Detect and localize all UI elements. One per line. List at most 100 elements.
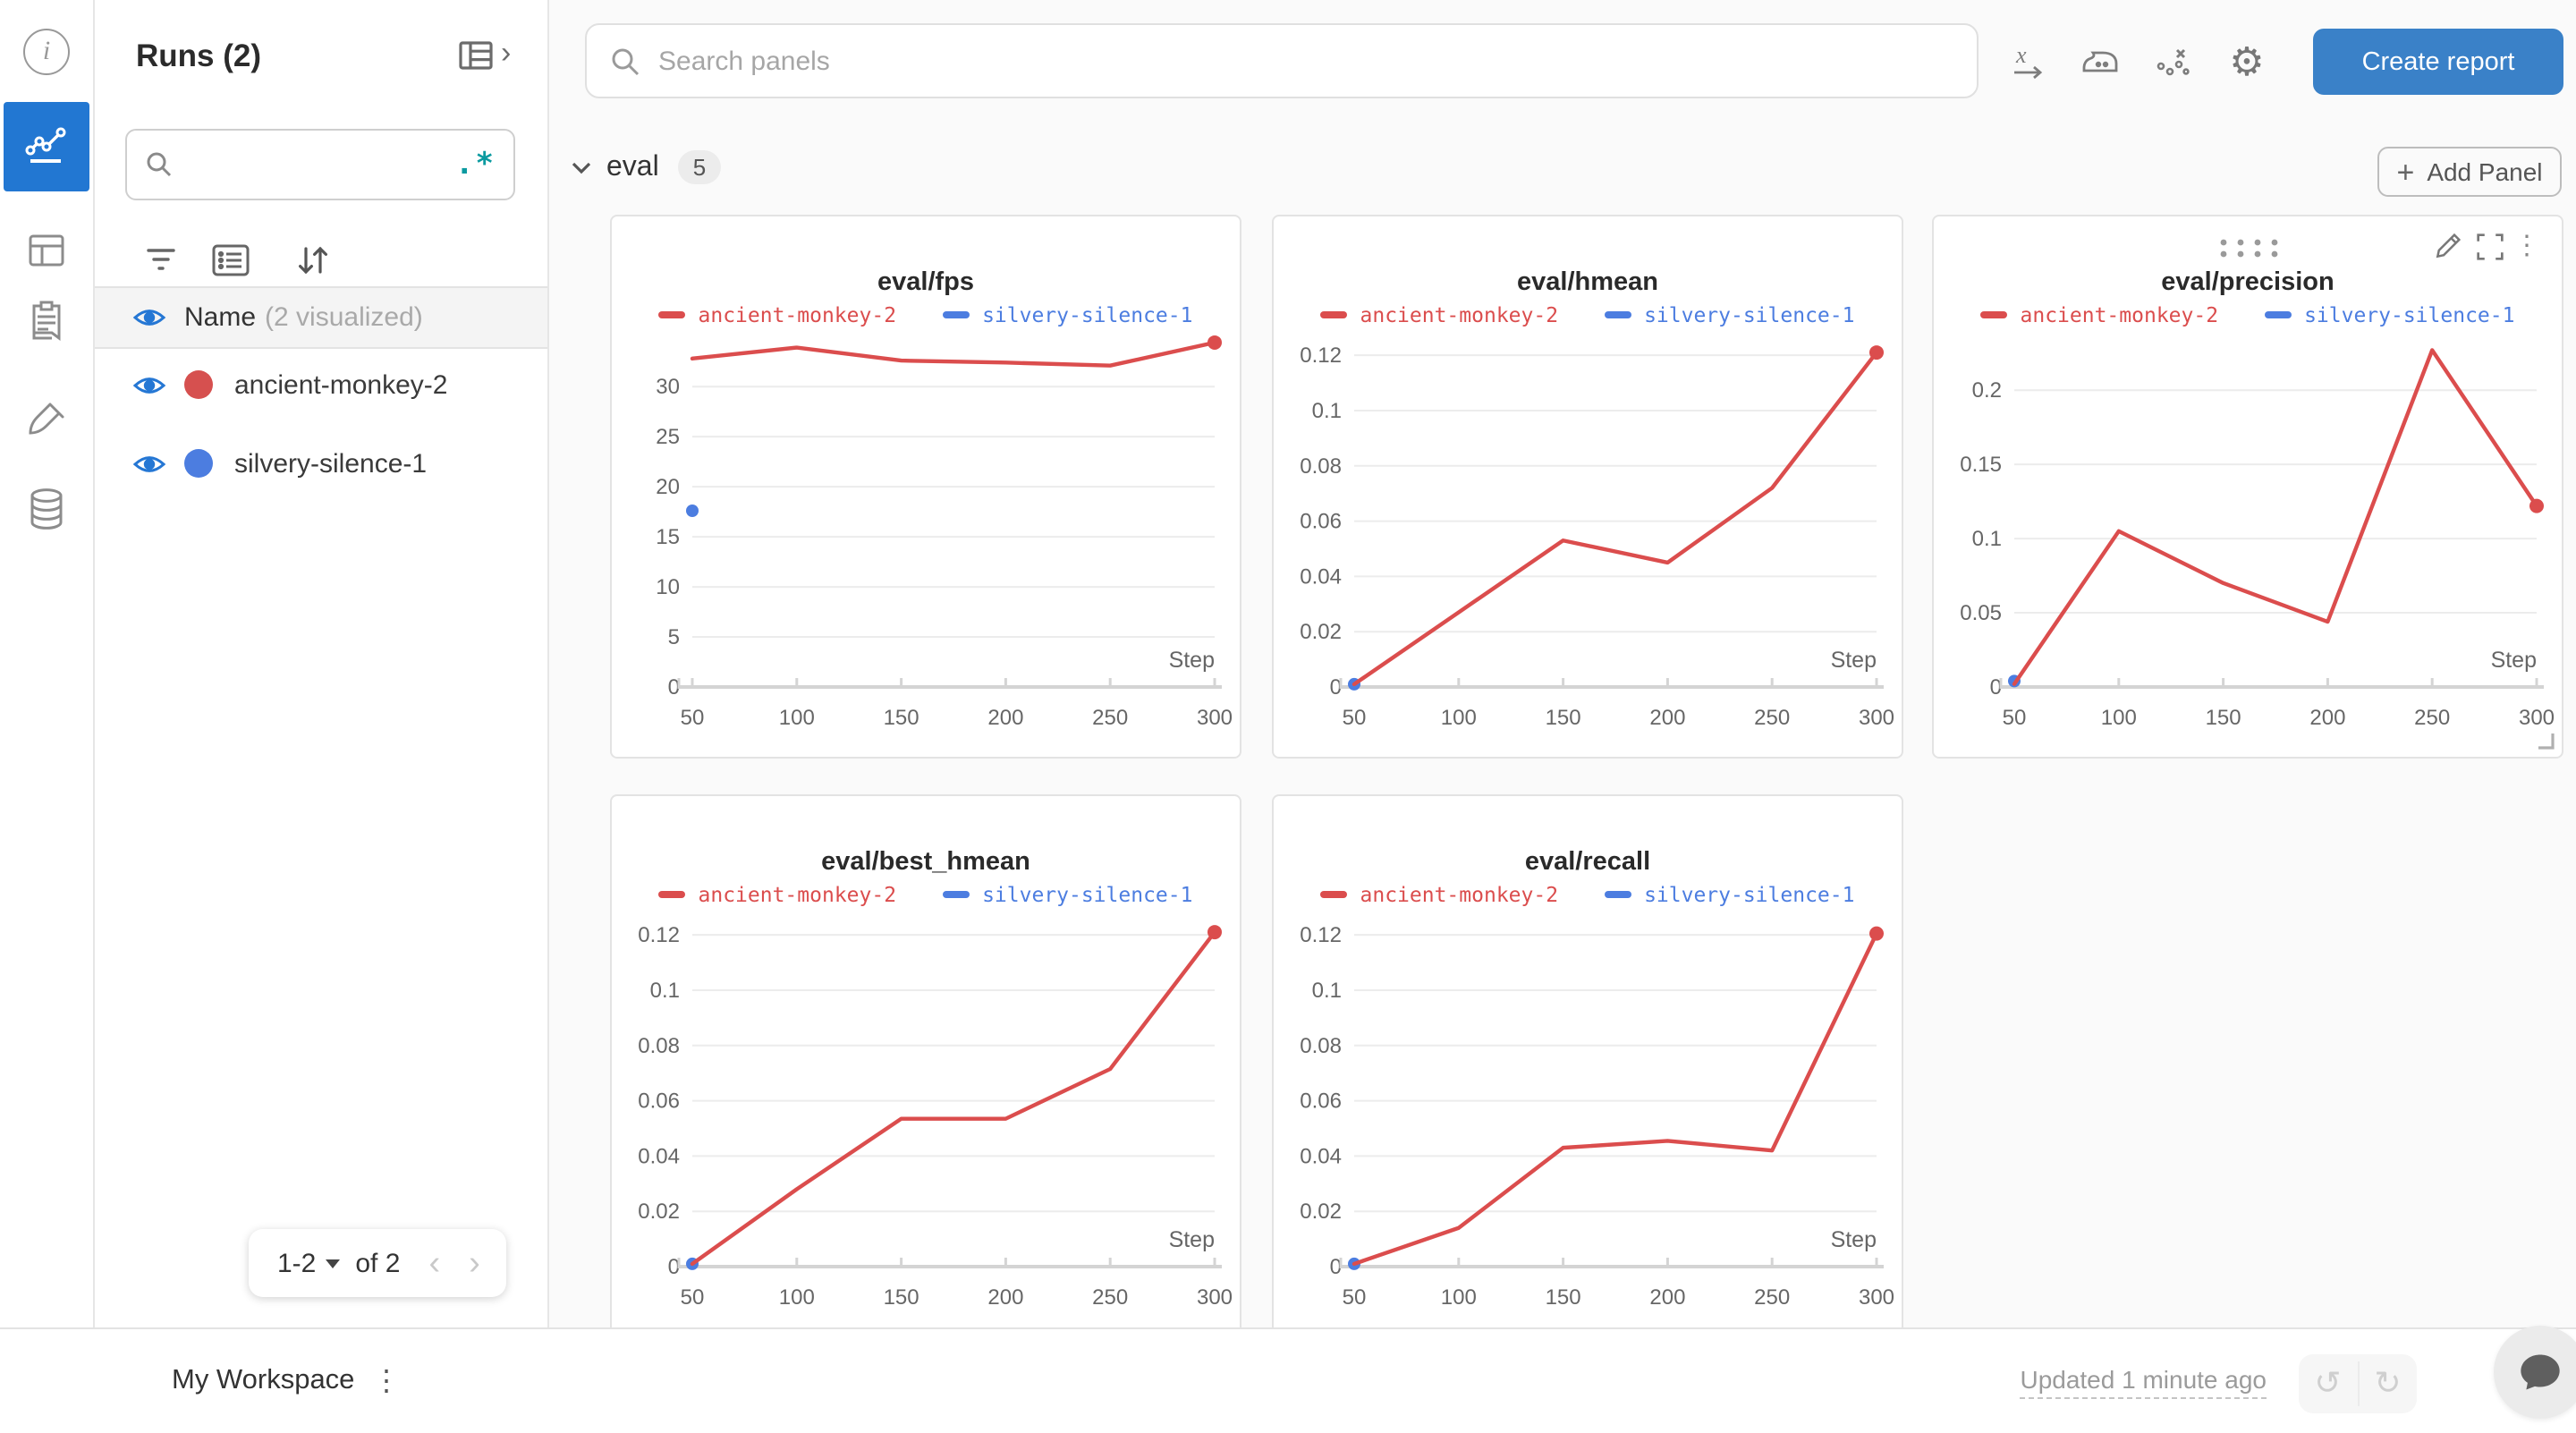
help-chat-button[interactable] [2494, 1326, 2576, 1419]
runs-search-box[interactable]: .* [125, 129, 515, 200]
smoothing-iron-icon[interactable] [2073, 36, 2127, 89]
chart-panel[interactable]: 0 0.02 0.04 0.06 0.08 0.1 0.12 50 100 150 200 250 30… [1272, 794, 1903, 1338]
eval-section-header[interactable]: eval 5 [571, 150, 721, 184]
chart-panel[interactable]: 0 5 10 15 20 25 30 50 100 150 200 250 300 Step eval/f… [610, 215, 1241, 759]
run-name[interactable]: silvery-silence-1 [234, 448, 428, 479]
svg-text:0.06: 0.06 [638, 1090, 680, 1114]
line-chart-icon [25, 127, 66, 163]
section-chevron-down-icon[interactable] [571, 160, 592, 174]
plus-icon: + [2396, 155, 2415, 189]
svg-text:x: x [2015, 43, 2027, 68]
chart-plot[interactable]: 0 0.02 0.04 0.06 0.08 0.1 0.12 50 100 150 200 250 30… [1274, 216, 1905, 760]
brush-icon[interactable] [0, 395, 93, 442]
x-axis-settings-icon[interactable]: x [2002, 36, 2055, 89]
run-row-ancient-monkey-2[interactable]: ancient-monkey-2 [93, 352, 547, 417]
legend-run-name: silvery-silence-1 [982, 882, 1193, 907]
runs-search-input[interactable] [184, 148, 456, 181]
undo-icon[interactable]: ↺ [2314, 1365, 2342, 1401]
svg-text:0.1: 0.1 [1312, 979, 1342, 1003]
runs-name-header[interactable]: Name (2 visualized) [93, 286, 547, 349]
svg-text:50: 50 [1343, 706, 1367, 730]
legend-entry[interactable]: silvery-silence-1 [943, 882, 1192, 907]
panels-table-icon[interactable] [0, 229, 93, 272]
page-range[interactable]: 1-2 [277, 1248, 317, 1278]
svg-text:0.15: 0.15 [1960, 453, 2002, 477]
bottom-bar: My Workspace ⋮ Updated 1 minute ago ↺ ↻ [0, 1326, 2576, 1433]
list-settings-icon[interactable] [211, 243, 250, 286]
svg-text:0.06: 0.06 [1300, 510, 1342, 534]
run-row-silvery-silence-1[interactable]: silvery-silence-1 [93, 431, 547, 496]
divider [2357, 1361, 2359, 1406]
workspace-charts-tab-selected[interactable] [4, 102, 89, 191]
visibility-eye-icon[interactable] [132, 452, 166, 475]
panel-resize-handle-icon[interactable] [2535, 730, 2556, 751]
regex-toggle-icon[interactable]: .* [455, 147, 496, 182]
chart-panel[interactable]: 0 0.02 0.04 0.06 0.08 0.1 0.12 50 100 150 200 250 30… [1272, 215, 1903, 759]
chart-plot[interactable]: 0 0.05 0.1 0.15 0.2 50 100 150 200 250 300 Step [1934, 216, 2565, 760]
runs-sidebar: Runs (2) › .* [93, 0, 549, 1327]
svg-text:100: 100 [1441, 1285, 1477, 1310]
panel-drag-handle-icon[interactable] [2214, 236, 2282, 259]
legend-dash-icon [1980, 311, 2008, 318]
legend-entry[interactable]: silvery-silence-1 [943, 302, 1192, 327]
legend-entry[interactable]: silvery-silence-1 [1605, 882, 1854, 907]
run-name[interactable]: ancient-monkey-2 [234, 369, 448, 400]
svg-text:Step: Step [1169, 648, 1215, 673]
svg-text:300: 300 [1197, 1285, 1233, 1310]
prev-page-icon[interactable]: ‹ [428, 1244, 441, 1282]
legend-entry[interactable]: ancient-monkey-2 [1980, 302, 2218, 327]
run-color-dot[interactable] [184, 370, 213, 399]
svg-text:50: 50 [681, 1285, 705, 1310]
panel-search-input[interactable] [655, 44, 1977, 78]
svg-text:0: 0 [668, 675, 680, 700]
legend-entry[interactable]: ancient-monkey-2 [658, 882, 897, 907]
redo-icon[interactable]: ↻ [2374, 1365, 2402, 1401]
svg-text:250: 250 [1754, 1285, 1790, 1310]
legend-entry[interactable]: silvery-silence-1 [1605, 302, 1854, 327]
filter-funnel-icon[interactable] [143, 243, 179, 284]
legend-run-name: ancient-monkey-2 [698, 302, 897, 327]
visibility-eye-icon[interactable] [132, 306, 166, 329]
add-panel-button[interactable]: + Add Panel [2377, 147, 2562, 197]
clipboard-icon[interactable] [0, 297, 93, 343]
chart-title: eval/precision [2161, 268, 2334, 297]
section-label[interactable]: eval [606, 151, 659, 182]
workspace-menu-kebab-icon[interactable]: ⋮ [372, 1367, 401, 1397]
chart-panel[interactable]: 0 0.02 0.04 0.06 0.08 0.1 0.12 50 100 150 200 250 30… [610, 794, 1241, 1338]
runs-table-icon[interactable] [458, 39, 494, 81]
workspace-settings-gear-icon[interactable]: ⚙ [2229, 39, 2265, 84]
section-panel-count-badge: 5 [678, 150, 721, 184]
collapse-sidebar-icon[interactable]: › [501, 36, 512, 70]
updated-status[interactable]: Updated 1 minute ago [2020, 1329, 2267, 1433]
chart-plot[interactable]: 0 0.02 0.04 0.06 0.08 0.1 0.12 50 100 150 200 250 30… [1274, 796, 1905, 1340]
chart-legend: ancient-monkey-2 silvery-silence-1 [1274, 882, 1902, 907]
edit-panel-pencil-icon[interactable] [2433, 233, 2462, 270]
chart-plot[interactable]: 0 0.02 0.04 0.06 0.08 0.1 0.12 50 100 150 200 250 30… [612, 796, 1243, 1340]
sort-icon[interactable] [295, 243, 331, 286]
legend-run-name: silvery-silence-1 [1644, 882, 1855, 907]
svg-text:300: 300 [2519, 706, 2555, 730]
next-page-icon[interactable]: › [469, 1244, 480, 1282]
legend-entry[interactable]: ancient-monkey-2 [1320, 882, 1558, 907]
legend-entry[interactable]: ancient-monkey-2 [1320, 302, 1558, 327]
database-icon[interactable] [0, 485, 93, 535]
outlier-scatter-icon[interactable] [2147, 36, 2200, 89]
create-report-button[interactable]: Create report [2313, 29, 2563, 95]
fullscreen-panel-icon[interactable] [2476, 233, 2504, 270]
svg-text:20: 20 [656, 475, 680, 499]
svg-text:50: 50 [1343, 1285, 1367, 1310]
chart-plot[interactable]: 0 5 10 15 20 25 30 50 100 150 200 250 300 Step [612, 216, 1243, 760]
run-color-dot[interactable] [184, 449, 213, 478]
legend-entry[interactable]: ancient-monkey-2 [658, 302, 897, 327]
legend-dash-icon [2265, 311, 2292, 318]
legend-dash-icon [1605, 891, 1632, 898]
svg-text:0.04: 0.04 [1300, 1144, 1342, 1168]
panel-menu-kebab-icon[interactable]: ⋮ [2513, 231, 2540, 261]
chart-panel[interactable]: 0 0.05 0.1 0.15 0.2 50 100 150 200 250 300 Step eva… [1932, 215, 2563, 759]
legend-entry[interactable]: silvery-silence-1 [2265, 302, 2514, 327]
visibility-eye-icon[interactable] [132, 373, 166, 396]
legend-run-name: ancient-monkey-2 [698, 882, 897, 907]
info-icon[interactable]: i [0, 29, 93, 75]
panel-search-box[interactable] [585, 23, 1979, 98]
page-size-caret-icon[interactable] [325, 1259, 340, 1268]
